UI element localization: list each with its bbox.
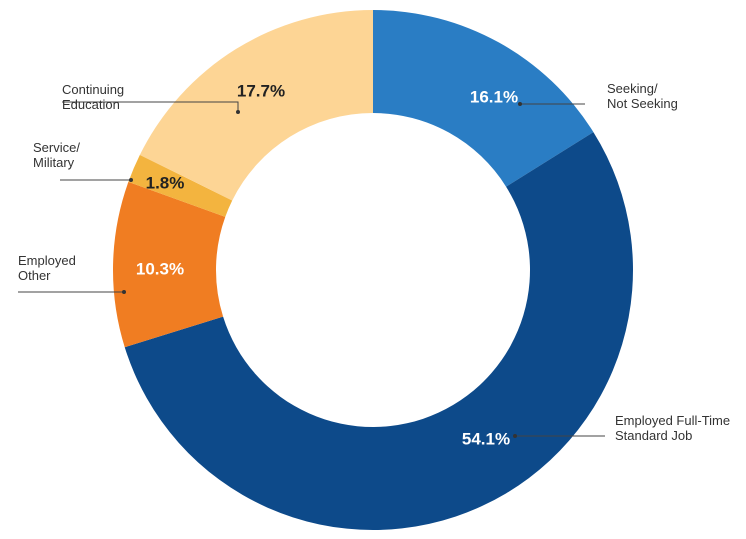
value-label-service-military: 1.8% [146, 173, 185, 192]
slice-label-employed-full-time: Employed Full-Time Standard Job [615, 413, 730, 443]
value-label-employed-full-time: 54.1% [462, 429, 510, 448]
leader-dot-employed-other [122, 290, 126, 294]
slice-seeking [373, 10, 594, 187]
leader-line-continuing-education [62, 101, 239, 112]
slice-labels: Seeking/Not Seeking 16.1% Employed Full-Ti… [18, 81, 730, 448]
slice-employed-other [113, 181, 226, 348]
leader-dot-service-military [129, 178, 133, 182]
leader-lines [18, 101, 605, 438]
value-label-continuing-education: 17.7% [237, 81, 285, 100]
slice-label-seeking: Seeking/Not Seeking [607, 81, 678, 111]
leader-dot-seeking [518, 102, 522, 106]
value-label-employed-other: 10.3% [136, 259, 184, 278]
slice-continuing-education [139, 10, 373, 201]
slice-label-service-military: Service/Military [33, 140, 80, 170]
donut-slices [113, 10, 634, 531]
leader-dot-employed-full-time [513, 434, 517, 438]
slice-label-continuing-education: Continuing Education [62, 82, 124, 112]
slice-service-military [128, 154, 233, 217]
slice-employed-full-time [124, 132, 634, 531]
slice-label-employed-other: Employed Other [18, 253, 76, 283]
value-label-seeking: 16.1% [470, 87, 518, 106]
leader-dot-continuing-education [236, 110, 240, 114]
